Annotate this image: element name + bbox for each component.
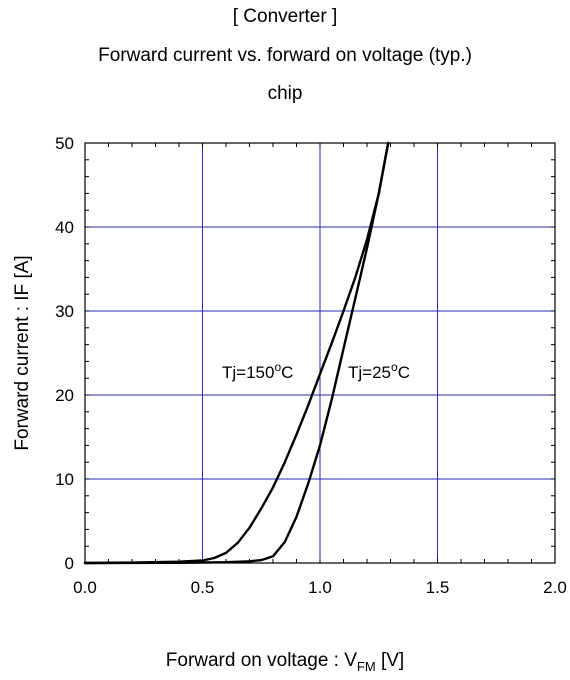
series-label-background bbox=[345, 360, 413, 384]
y-tick-label: 0 bbox=[65, 554, 74, 573]
x-tick-label: 1.5 bbox=[426, 578, 450, 597]
x-axis-label-unit: [V] bbox=[375, 650, 405, 671]
chart-supertitle: [ Converter ] bbox=[232, 6, 338, 27]
x-axis-label: Forward on voltage : VFM [V] bbox=[0, 650, 570, 674]
series-label-text: Tj=150oC bbox=[222, 360, 293, 382]
y-axis-label: Forward current : IF [A] bbox=[12, 255, 33, 450]
series-line-tj150 bbox=[83, 141, 390, 565]
y-tick-label: 30 bbox=[55, 302, 74, 321]
series-line-tj25 bbox=[83, 141, 390, 565]
chart-plot: 0.0 0.5 1.0 1.5 2.0 0 10 20 30 40 50 Tj=150oC Tj=25… bbox=[12, 134, 567, 597]
y-tick-label: 20 bbox=[55, 386, 74, 405]
x-tick-label: 0.0 bbox=[73, 578, 97, 597]
series-label-tj150: Tj=150oC bbox=[219, 360, 297, 384]
x-axis-label-subscript: FM bbox=[356, 658, 376, 674]
chart-title: Forward current vs. forward on voltage (… bbox=[98, 45, 472, 66]
y-tick-label: 50 bbox=[55, 134, 74, 153]
series-label-background bbox=[219, 360, 297, 384]
y-tick-label: 40 bbox=[55, 218, 74, 237]
x-tick-label: 2.0 bbox=[543, 578, 567, 597]
series-label-text: Tj=25oC bbox=[348, 360, 410, 382]
chart-subtitle: chip bbox=[267, 83, 303, 104]
y-tick-label: 10 bbox=[55, 470, 74, 489]
x-tick-label: 1.0 bbox=[308, 578, 332, 597]
x-axis-label-main: Forward on voltage : V bbox=[165, 650, 357, 671]
series-label-tj25: Tj=25oC bbox=[345, 360, 413, 384]
x-tick-label: 0.5 bbox=[191, 578, 215, 597]
plot-frame bbox=[84, 142, 556, 564]
